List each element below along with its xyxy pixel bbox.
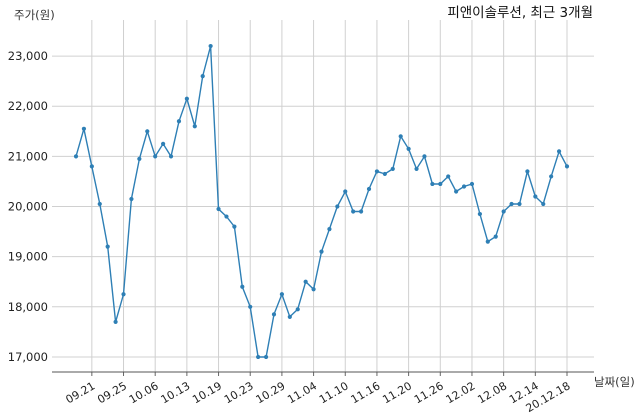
data-point	[398, 134, 403, 139]
data-point	[303, 279, 308, 284]
data-point	[97, 201, 102, 207]
price-line	[75, 45, 568, 358]
x-tick-label: 12.08	[475, 379, 509, 406]
data-point	[224, 214, 229, 219]
data-point	[493, 234, 498, 239]
y-axis-title: 주가(원)	[14, 8, 55, 22]
data-point	[477, 211, 482, 217]
data-point	[145, 129, 150, 134]
data-point	[161, 141, 166, 146]
data-point	[374, 169, 380, 174]
y-tick-label: 23,000	[8, 49, 48, 63]
x-tick-label: 11.10	[317, 379, 351, 406]
data-point	[556, 149, 562, 154]
grid-layer	[52, 20, 594, 372]
y-tick-label: 21,000	[8, 149, 48, 163]
data-point	[366, 186, 372, 192]
data-point	[461, 184, 467, 189]
data-point	[351, 209, 356, 214]
data-point	[454, 189, 459, 194]
data-point	[382, 171, 387, 177]
data-point	[240, 284, 245, 289]
data-point	[248, 304, 253, 309]
y-tick-label: 17,000	[8, 350, 48, 364]
label-layer: 피앤이솔루션, 최근 3개월 주가(원) 날짜(일) 17,000 18,000 1…	[8, 5, 635, 414]
data-point	[176, 119, 182, 124]
y-tick-label: 20,000	[8, 200, 48, 214]
data-point	[311, 287, 316, 292]
data-point	[168, 154, 174, 159]
x-tick-label: 09.21	[64, 379, 98, 406]
data-point	[517, 201, 522, 207]
data-point	[287, 314, 292, 319]
x-tick-label: 11.20	[380, 379, 414, 406]
data-point	[137, 156, 142, 161]
data-point	[263, 354, 269, 360]
data-point	[533, 194, 538, 199]
data-point	[89, 164, 94, 169]
x-tick-label: 10.29	[254, 379, 288, 406]
data-point	[73, 154, 79, 159]
data-point	[256, 354, 261, 360]
data-point	[469, 181, 475, 187]
data-point	[279, 292, 285, 297]
data-point	[422, 154, 427, 159]
data-point	[414, 166, 419, 172]
axis-layer	[52, 371, 594, 376]
data-point	[113, 319, 118, 324]
x-tick-label: 10.19	[190, 379, 224, 406]
data-point	[390, 166, 395, 172]
data-point	[509, 201, 514, 207]
data-point	[335, 204, 340, 209]
data-point	[271, 312, 277, 317]
chart-title: 피앤이솔루션, 최근 3개월	[447, 5, 593, 21]
data-point	[541, 201, 546, 207]
data-point	[343, 189, 348, 194]
data-point	[406, 146, 411, 151]
x-tick-label: 12.02	[444, 379, 478, 406]
data-point	[129, 196, 134, 202]
data-point	[200, 74, 205, 79]
data-point	[105, 244, 110, 249]
data-point	[438, 181, 443, 187]
data-point	[232, 224, 237, 229]
data-point	[549, 174, 554, 179]
x-tick-label: 11.16	[349, 379, 383, 406]
series-layer	[73, 43, 570, 360]
data-point	[121, 292, 126, 297]
x-tick-label: 11.26	[412, 379, 446, 406]
x-tick-label: 09.25	[95, 379, 129, 406]
x-tick-label: 10.06	[127, 379, 161, 406]
data-point	[208, 43, 213, 49]
x-tick-label: 10.13	[159, 379, 193, 406]
data-point	[295, 307, 300, 312]
data-point	[485, 239, 490, 244]
data-point	[501, 209, 506, 214]
data-point	[525, 169, 530, 174]
data-point	[358, 209, 364, 214]
data-point	[319, 249, 324, 254]
data-point	[327, 226, 332, 232]
y-tick-label: 22,000	[8, 99, 48, 113]
y-tick-label: 18,000	[8, 300, 48, 314]
data-point	[184, 96, 189, 101]
data-point	[216, 206, 221, 212]
data-point	[81, 126, 87, 131]
x-axis-title: 날짜(일)	[594, 375, 635, 389]
x-tick-label: 11.04	[285, 379, 319, 406]
data-point	[192, 124, 197, 129]
y-tick-label: 19,000	[8, 250, 48, 264]
data-point	[153, 154, 158, 159]
data-point	[446, 174, 451, 179]
x-tick-label: 10.23	[222, 379, 256, 406]
data-point	[430, 181, 435, 187]
data-point	[564, 164, 570, 169]
